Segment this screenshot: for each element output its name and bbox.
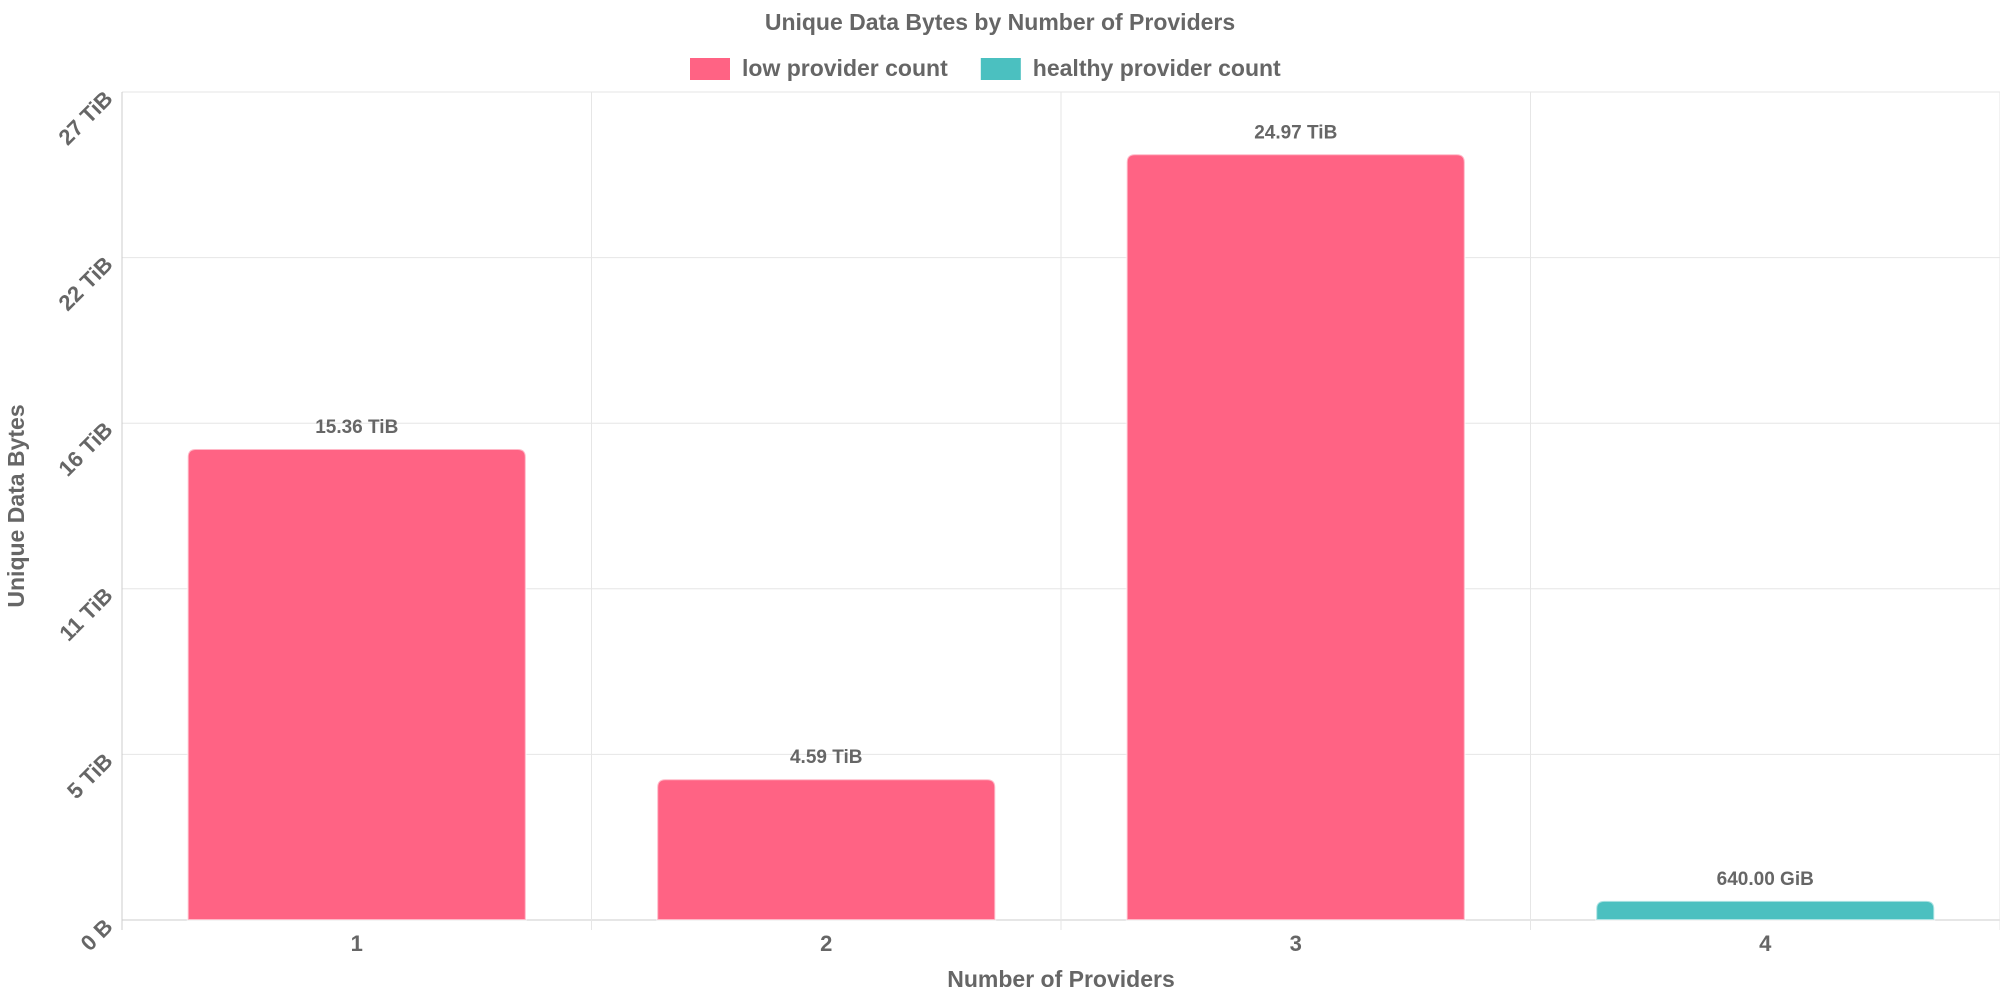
x-tick-label: 2	[820, 931, 832, 956]
y-tick-label: 11 TiB	[54, 583, 117, 646]
legend-swatch[interactable]	[690, 58, 730, 80]
bar-data-label: 15.36 TiB	[315, 417, 398, 438]
bar-data-label: 24.97 TiB	[1254, 122, 1337, 143]
x-tick-label: 1	[351, 931, 363, 956]
y-tick-label: 22 TiB	[53, 251, 117, 315]
legend-label[interactable]: healthy provider count	[1033, 55, 1281, 81]
legend-label[interactable]: low provider count	[742, 55, 948, 81]
bar[interactable]	[656, 778, 997, 921]
x-tick-label: 3	[1290, 931, 1302, 956]
legend: low provider count healthy provider count	[690, 55, 1281, 81]
y-tick-label: 0 B	[76, 914, 118, 956]
bar-data-label: 640.00 GiB	[1717, 869, 1814, 890]
bar-data-label: 4.59 TiB	[790, 747, 863, 768]
x-axis-ticks: 1 2 3 4	[351, 931, 1773, 956]
bars	[186, 153, 1936, 921]
bar[interactable]	[1125, 153, 1466, 921]
bar[interactable]	[1595, 899, 1936, 921]
chart-title: Unique Data Bytes by Number of Providers	[765, 9, 1235, 35]
x-axis-title: Number of Providers	[947, 966, 1175, 992]
y-tick-label: 16 TiB	[53, 417, 117, 481]
y-axis-title: Unique Data Bytes	[3, 404, 29, 607]
legend-swatch[interactable]	[980, 58, 1021, 80]
y-axis-ticks: 0 B 5 TiB 11 TiB 16 TiB 22 TiB 27 TiB	[53, 86, 117, 956]
x-tick-label: 4	[1759, 931, 1772, 956]
y-tick-label: 5 TiB	[62, 748, 117, 803]
y-tick-label: 27 TiB	[53, 86, 117, 150]
bar[interactable]	[186, 447, 527, 921]
data-labels: 15.36 TiB 4.59 TiB 24.97 TiB 640.00 GiB	[315, 122, 1814, 890]
